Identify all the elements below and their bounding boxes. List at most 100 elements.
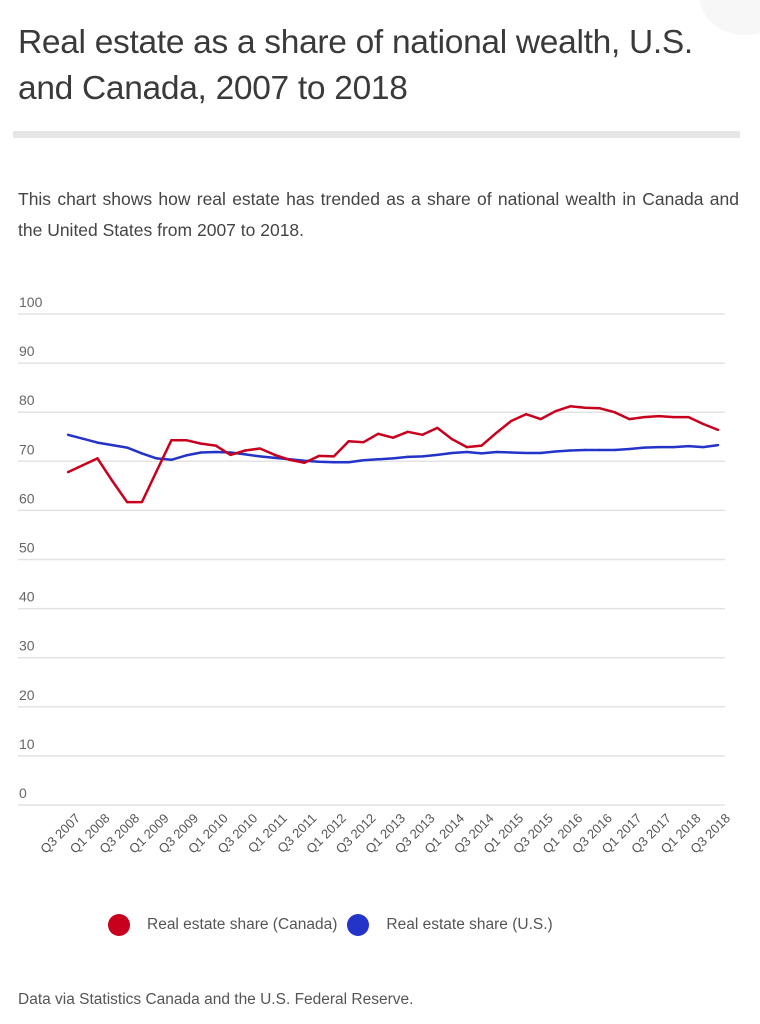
- data-point-canada[interactable]: [628, 417, 631, 421]
- data-point-us[interactable]: [244, 453, 247, 456]
- data-point-canada[interactable]: [613, 411, 616, 414]
- data-point-us[interactable]: [583, 448, 587, 452]
- data-point-us[interactable]: [96, 441, 99, 444]
- data-point-canada[interactable]: [184, 438, 188, 442]
- data-point-canada[interactable]: [155, 469, 158, 473]
- data-point-us[interactable]: [509, 451, 513, 454]
- data-point-us[interactable]: [125, 446, 129, 449]
- y-tick-label: 40: [19, 589, 35, 605]
- data-point-us[interactable]: [524, 451, 528, 455]
- data-point-canada[interactable]: [377, 432, 380, 436]
- data-point-canada[interactable]: [214, 444, 217, 447]
- data-point-canada[interactable]: [111, 479, 114, 483]
- y-axis-tick-labels: 0 10 20 30 40 50 60 70 80 90 100: [19, 294, 43, 801]
- legend-dot-us-icon: [347, 914, 370, 936]
- data-point-us[interactable]: [672, 445, 675, 449]
- data-point-us[interactable]: [155, 457, 158, 460]
- data-point-canada[interactable]: [273, 453, 277, 457]
- data-point-canada[interactable]: [509, 419, 513, 423]
- data-point-us[interactable]: [702, 445, 705, 449]
- series-lines: [66, 405, 720, 504]
- data-point-us[interactable]: [554, 450, 557, 453]
- data-point-canada[interactable]: [125, 500, 129, 504]
- data-point-us[interactable]: [421, 455, 424, 458]
- data-point-us[interactable]: [642, 446, 646, 449]
- data-point-us[interactable]: [140, 452, 144, 455]
- y-tick-label: 70: [19, 441, 35, 457]
- y-tick-label: 100: [19, 294, 43, 310]
- data-point-us[interactable]: [377, 458, 380, 461]
- data-point-canada[interactable]: [554, 410, 557, 413]
- data-point-us[interactable]: [347, 461, 350, 464]
- series-line-canada[interactable]: [67, 405, 719, 504]
- data-point-us[interactable]: [214, 450, 217, 454]
- data-point-us[interactable]: [184, 454, 188, 457]
- y-tick-label: 90: [19, 343, 35, 359]
- data-point-canada[interactable]: [96, 457, 99, 460]
- data-point-canada[interactable]: [288, 458, 291, 462]
- data-point-us[interactable]: [406, 455, 409, 459]
- data-point-us[interactable]: [450, 451, 454, 455]
- data-point-canada[interactable]: [244, 449, 247, 452]
- data-point-canada[interactable]: [81, 464, 84, 467]
- data-point-us[interactable]: [258, 455, 262, 458]
- data-point-us[interactable]: [687, 444, 690, 448]
- data-point-canada[interactable]: [480, 444, 483, 447]
- legend-item-us[interactable]: Real estate share (U.S.): [347, 914, 553, 936]
- data-point-canada[interactable]: [66, 470, 70, 474]
- data-point-canada[interactable]: [229, 453, 232, 457]
- data-point-us[interactable]: [613, 448, 616, 452]
- data-point-us[interactable]: [317, 460, 321, 463]
- data-point-canada[interactable]: [317, 454, 321, 458]
- legend-dot-canada-icon: [108, 914, 130, 936]
- data-point-canada[interactable]: [657, 414, 661, 418]
- data-point-us[interactable]: [716, 443, 720, 447]
- data-point-us[interactable]: [569, 449, 572, 452]
- data-point-canada[interactable]: [303, 461, 306, 464]
- data-point-us[interactable]: [111, 443, 114, 447]
- data-point-canada[interactable]: [258, 447, 262, 450]
- data-point-canada[interactable]: [140, 500, 144, 504]
- y-tick-label: 60: [19, 490, 35, 506]
- data-point-canada[interactable]: [465, 445, 469, 449]
- data-point-canada[interactable]: [672, 415, 675, 419]
- data-point-canada[interactable]: [598, 407, 602, 410]
- data-point-canada[interactable]: [687, 415, 690, 419]
- data-point-us[interactable]: [81, 437, 84, 440]
- data-point-canada[interactable]: [421, 433, 424, 436]
- data-point-canada[interactable]: [362, 440, 365, 444]
- data-point-us[interactable]: [657, 445, 661, 449]
- data-point-us[interactable]: [495, 450, 498, 454]
- data-point-canada[interactable]: [583, 406, 587, 409]
- data-point-canada[interactable]: [642, 415, 646, 419]
- data-point-canada[interactable]: [524, 412, 528, 416]
- data-point-us[interactable]: [273, 456, 277, 460]
- data-point-canada[interactable]: [391, 436, 395, 439]
- data-point-us[interactable]: [598, 448, 602, 452]
- data-point-canada[interactable]: [170, 438, 173, 442]
- data-point-canada[interactable]: [539, 417, 542, 421]
- data-point-canada[interactable]: [199, 442, 203, 445]
- data-point-canada[interactable]: [436, 426, 439, 430]
- data-point-canada[interactable]: [347, 439, 350, 443]
- data-point-canada[interactable]: [716, 428, 720, 432]
- data-point-us[interactable]: [539, 451, 542, 455]
- data-point-us[interactable]: [66, 433, 70, 436]
- data-point-canada[interactable]: [702, 422, 705, 426]
- data-point-us[interactable]: [391, 457, 395, 460]
- data-point-canada[interactable]: [332, 455, 336, 458]
- data-point-canada[interactable]: [495, 431, 498, 435]
- data-point-us[interactable]: [436, 453, 439, 457]
- data-point-us[interactable]: [332, 461, 336, 464]
- data-point-us[interactable]: [480, 452, 483, 455]
- data-point-us[interactable]: [628, 447, 631, 451]
- data-point-us[interactable]: [465, 450, 469, 454]
- data-point-canada[interactable]: [450, 438, 454, 441]
- data-point-us[interactable]: [362, 459, 365, 462]
- data-point-us[interactable]: [199, 451, 203, 454]
- data-point-canada[interactable]: [406, 430, 409, 434]
- legend-item-canada[interactable]: Real estate share (Canada): [108, 914, 337, 936]
- data-point-us[interactable]: [170, 458, 173, 462]
- data-point-canada[interactable]: [569, 405, 572, 408]
